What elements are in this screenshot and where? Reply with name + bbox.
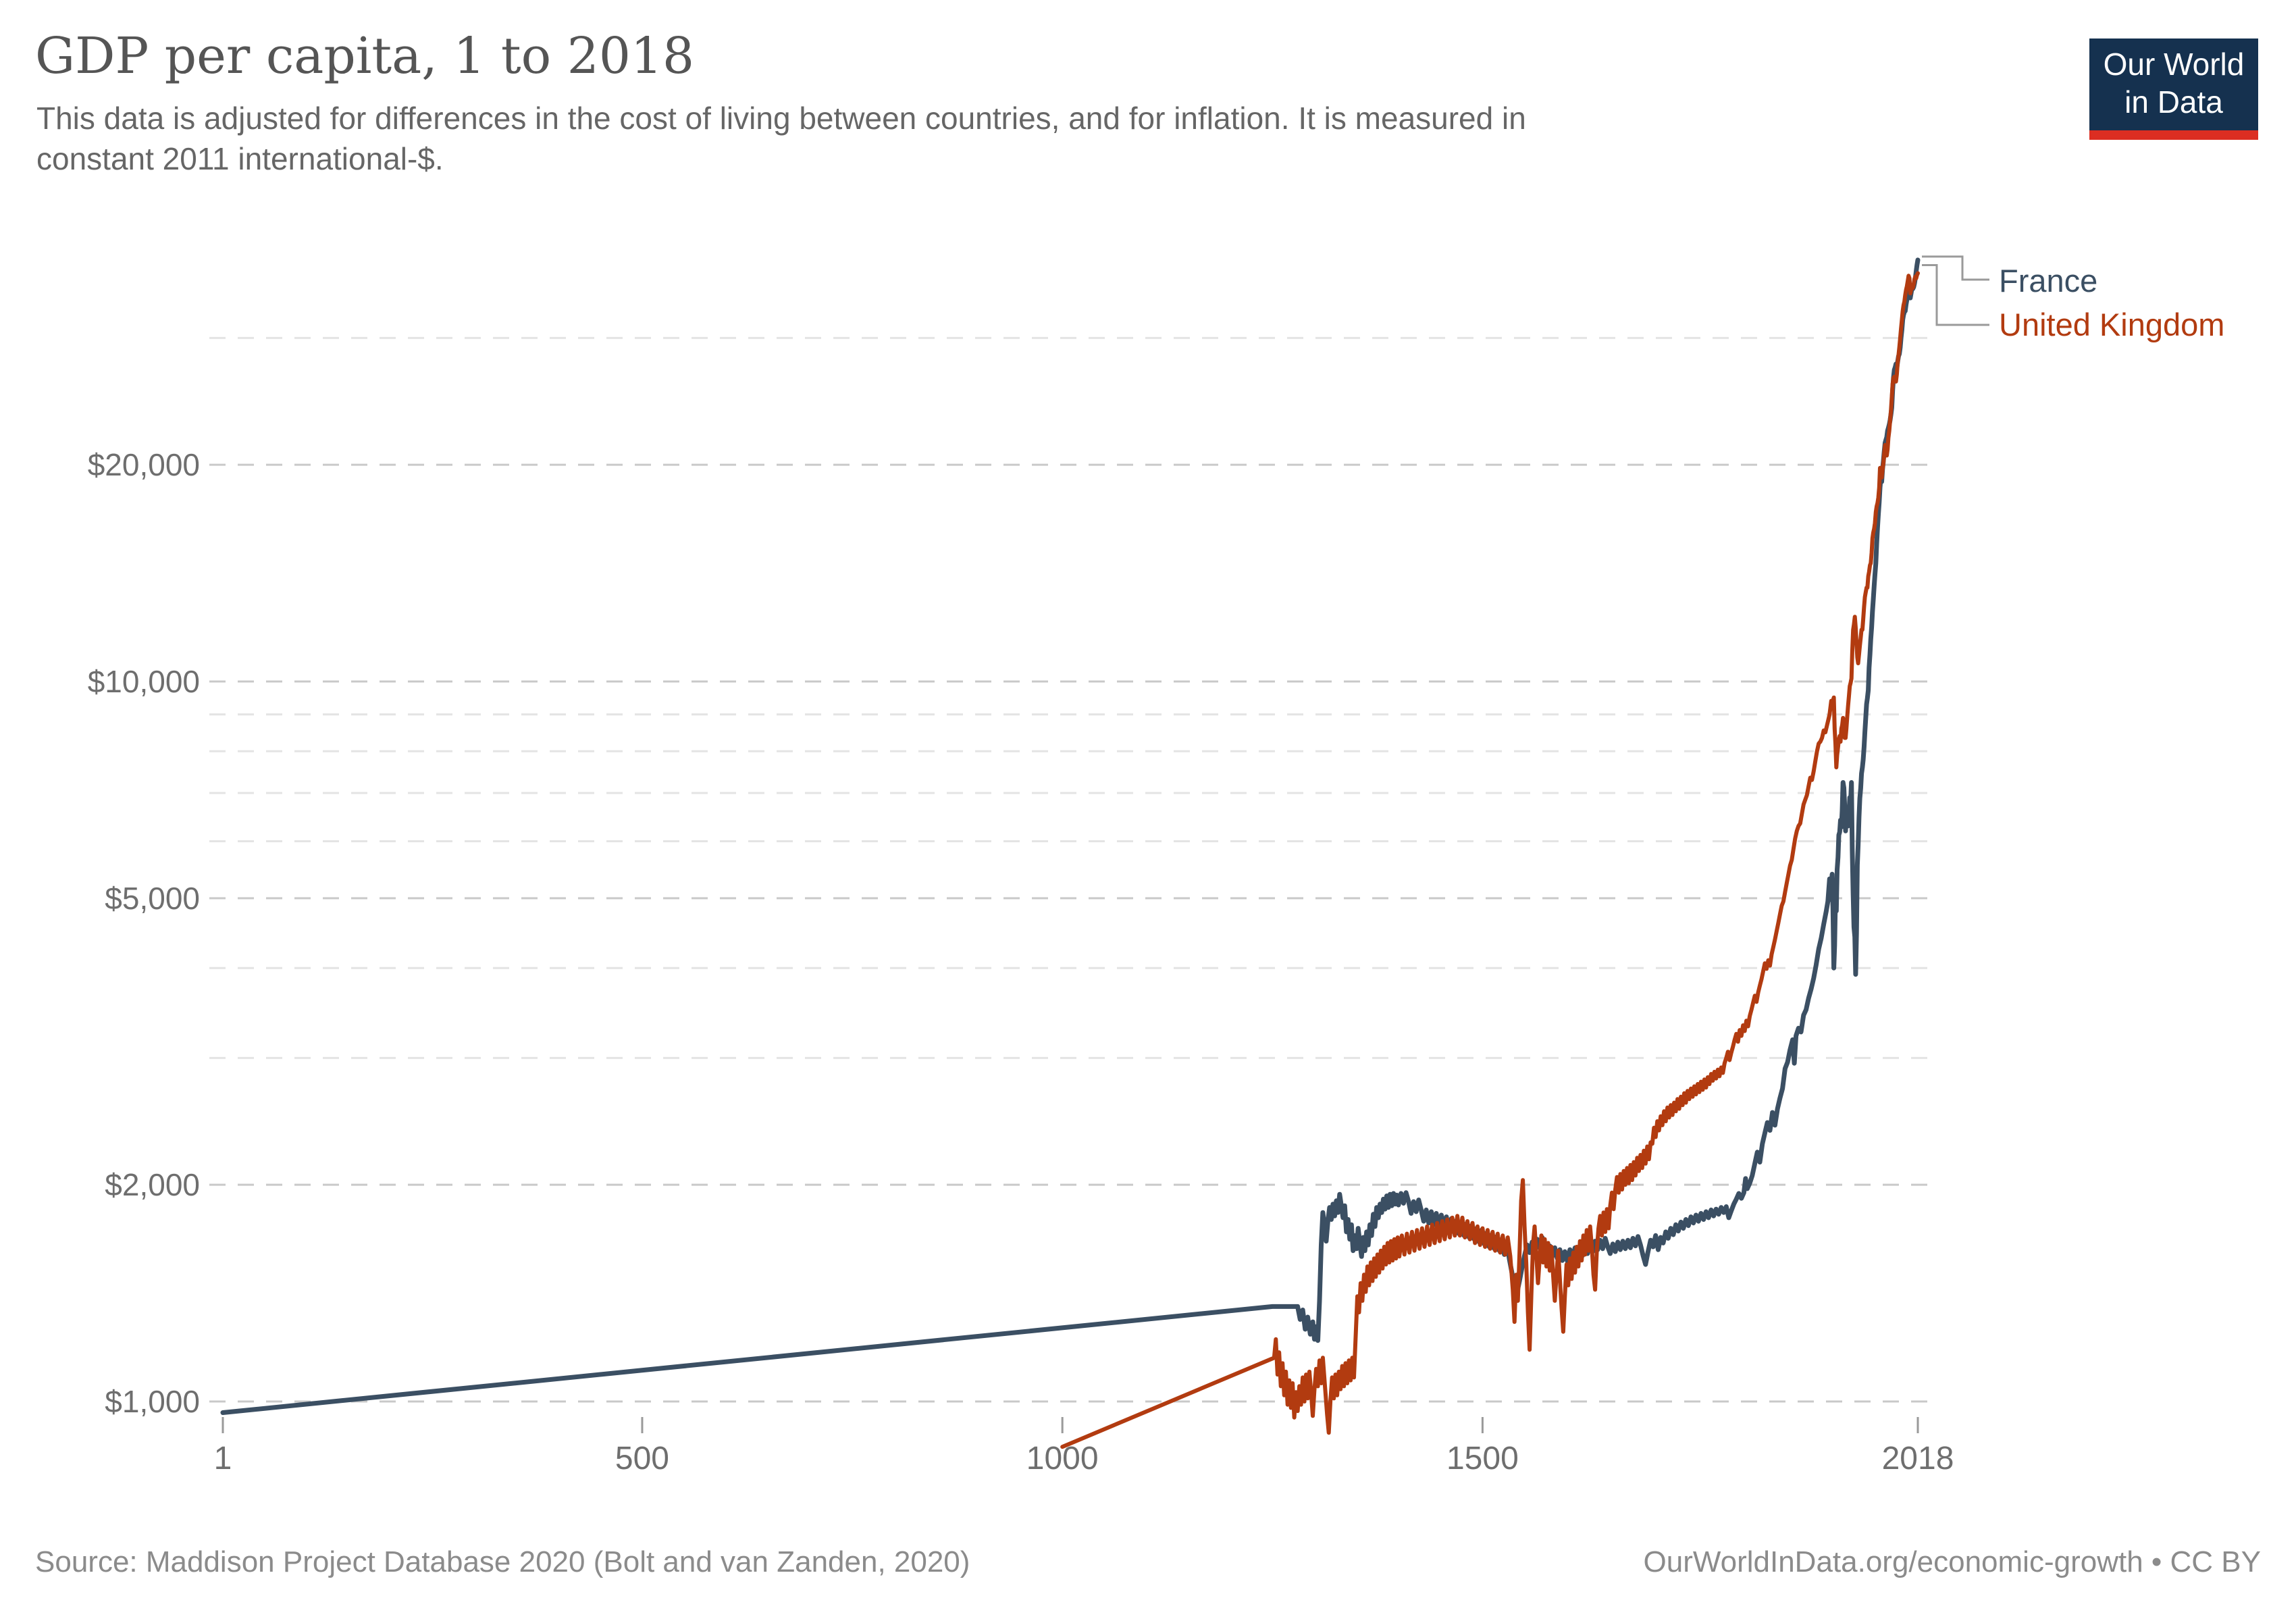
x-axis-label-1: 1 bbox=[214, 1441, 232, 1476]
y-axis-label-5000: $5,000 bbox=[105, 881, 200, 916]
y-axis-label-10000: $10,000 bbox=[88, 664, 200, 699]
legend-connectors-group bbox=[1922, 255, 1989, 326]
page-subtitle-line2: constant 2011 international-$. bbox=[36, 141, 444, 176]
gridlines-group bbox=[209, 336, 1939, 1403]
y-axis-label-20000: $20,000 bbox=[88, 447, 200, 482]
y-axis-label-2000: $2,000 bbox=[105, 1167, 200, 1202]
legend-connector-united-kingdom bbox=[1922, 264, 1989, 326]
legend-connector-france bbox=[1922, 255, 1989, 281]
legend-label-united-kingdom[interactable]: United Kingdom bbox=[1999, 307, 2225, 342]
x-axis-label-2018: 2018 bbox=[1882, 1441, 1954, 1476]
series-lines-group bbox=[220, 257, 1921, 1449]
y-axis-label-1000: $1,000 bbox=[105, 1384, 200, 1419]
series-line-united-kingdom[interactable] bbox=[1060, 271, 1920, 1449]
page-subtitle-line1: This data is adjusted for differences in… bbox=[36, 101, 1526, 136]
x-axis-label-500: 500 bbox=[615, 1441, 669, 1476]
owid-logo[interactable]: Our World in Data bbox=[2089, 38, 2258, 140]
source-note: Source: Maddison Project Database 2020 (… bbox=[35, 1545, 970, 1578]
owid-logo-line2: in Data bbox=[2124, 84, 2223, 120]
owid-logo-line1: Our World bbox=[2103, 47, 2245, 82]
footer-link[interactable]: OurWorldInData.org/economic-growth • CC … bbox=[1643, 1545, 2261, 1578]
x-axis-label-1500: 1500 bbox=[1446, 1441, 1519, 1476]
series-line-france[interactable] bbox=[220, 257, 1921, 1415]
legend-label-france[interactable]: France bbox=[1999, 263, 2098, 299]
page-title: GDP per capita, 1 to 2018 bbox=[35, 27, 695, 85]
